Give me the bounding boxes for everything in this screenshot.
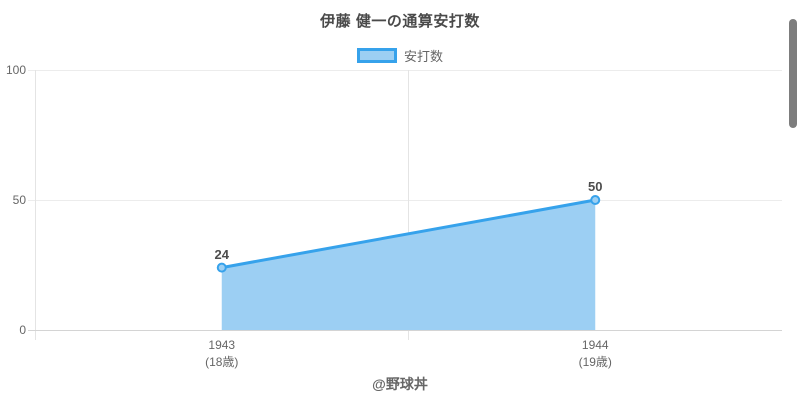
gridline-vertical-mid bbox=[408, 70, 409, 340]
x-axis-label-year: 1944 bbox=[581, 338, 609, 352]
y-axis-tick-0: 0 bbox=[19, 323, 26, 337]
footer-credit: @野球丼 bbox=[372, 376, 428, 392]
x-axis-label-year: 1943 bbox=[208, 338, 236, 352]
x-axis-label-age: (19歳) bbox=[578, 355, 612, 369]
x-axis-label-1944: 1944 (19歳) bbox=[525, 337, 665, 371]
y-axis-line bbox=[35, 70, 36, 340]
area-line-chart bbox=[216, 195, 601, 330]
legend-label[interactable]: 安打数 bbox=[403, 49, 443, 64]
legend-swatch[interactable] bbox=[356, 48, 397, 63]
x-axis-line bbox=[28, 330, 782, 331]
value-label-1944: 50 bbox=[588, 179, 603, 194]
area-fill bbox=[221, 200, 596, 330]
plot-area bbox=[28, 70, 782, 340]
legend: 安打数 bbox=[0, 46, 800, 65]
chart-title: 伊藤 健一の通算安打数 bbox=[320, 13, 480, 30]
y-axis-tick-50: 50 bbox=[12, 193, 26, 207]
gridline-50 bbox=[28, 200, 782, 201]
scrollbar-thumb[interactable] bbox=[789, 19, 797, 128]
x-axis-label-age: (18歳) bbox=[205, 355, 239, 369]
data-point-1944[interactable] bbox=[590, 195, 601, 205]
x-axis-label-1943: 1943 (18歳) bbox=[152, 337, 292, 371]
value-label-1943: 24 bbox=[214, 246, 229, 262]
y-axis-tick-100: 100 bbox=[5, 63, 26, 77]
data-line bbox=[220, 198, 597, 270]
data-point-1943[interactable] bbox=[216, 262, 227, 273]
gridline-100 bbox=[28, 70, 782, 71]
